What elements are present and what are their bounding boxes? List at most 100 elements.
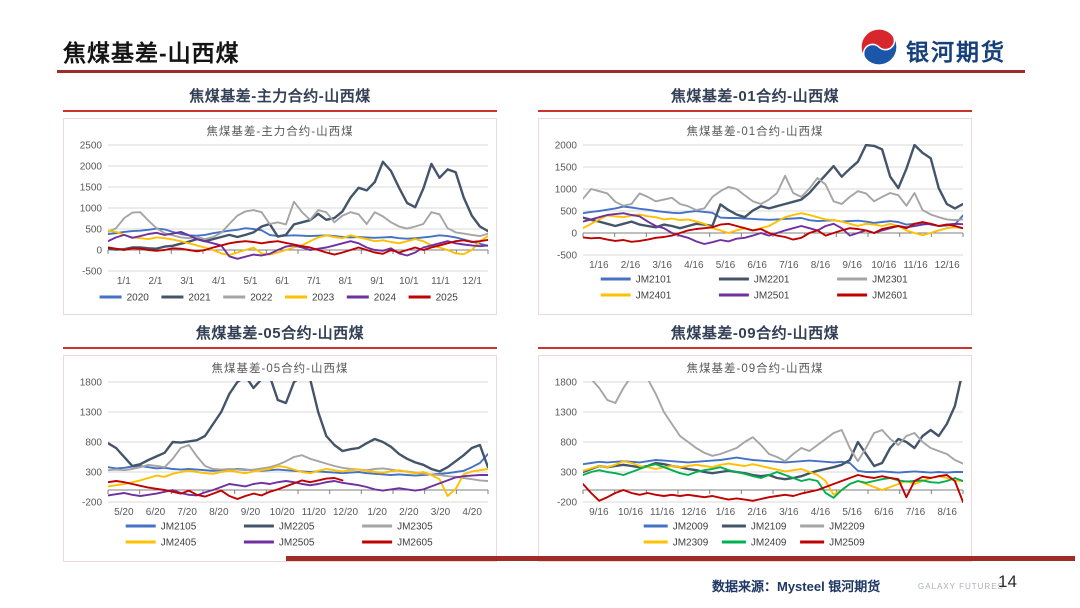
y-tick-label: 300 [560,468,577,479]
chart-svg: 焦煤基差-09合约-山西煤 -200 300 800 1300 1800 9/16 10/16… [555,361,964,549]
x-tick-label: 1/16 [589,260,609,271]
legend-label-JM2309: JM2309 [673,538,709,549]
x-tick-label: 3/1 [180,276,194,287]
y-tick-label: -500 [82,267,102,278]
legend-label-JM2601: JM2601 [872,291,908,302]
panel-title-underline [63,347,497,349]
panel-title: 焦煤基差-主力合约-山西煤 [189,88,371,105]
title-underline [57,70,1025,73]
x-tick-label: 2/20 [399,507,419,518]
x-tick-label: 9/1 [370,276,384,287]
x-tick-label: 2/1 [149,276,163,287]
y-tick-label: -200 [82,498,102,509]
legend-label-JM2509: JM2509 [829,538,865,549]
y-tick-label: 1300 [555,408,578,419]
x-tick-label: 2/16 [621,260,641,271]
x-tick-label: 7/16 [779,260,799,271]
footer-accent-bar [286,556,1075,561]
y-tick-label: 2000 [80,162,103,173]
chart-inner-title: 焦煤基差-05合约-山西煤 [212,361,349,375]
x-tick-label: 11/1 [431,276,450,287]
y-tick-label: 800 [560,438,577,449]
logo-text: 银河期货 [906,38,1006,65]
series-line-JM2305 [108,444,488,482]
x-tick-label: 4/16 [684,260,704,271]
x-tick-label: 1/20 [367,507,387,518]
legend-label-JM2109: JM2109 [751,522,787,533]
series-line-2025 [108,238,488,256]
brand-wordmark: GALAXY FUTURES [918,582,1004,591]
legend-label-JM2101: JM2101 [636,275,672,286]
chart-panel-09: 焦煤基差-09合约-山西煤 焦煤基差-09合约-山西煤 -200 300 800 130… [538,323,972,562]
galaxy-swirl-icon [860,28,898,71]
company-logo: 银河期货 [860,28,1006,71]
legend-label-JM2605: JM2605 [397,538,433,549]
panel-title: 焦煤基差-01合约-山西煤 [670,88,840,105]
x-tick-label: 10/1 [399,276,419,287]
y-tick-label: 1000 [80,204,103,215]
series-line-JM2505 [108,474,488,497]
chart-canvas-09: 焦煤基差-09合约-山西煤 -200 300 800 1300 1800 9/16 10/16… [538,355,972,562]
y-tick-label: 0 [96,246,102,257]
legend-label-JM2301: JM2301 [872,275,908,286]
legend-label-JM2205: JM2205 [279,522,315,533]
x-tick-label: 12/1 [462,276,482,287]
panel-title: 焦煤基差-09合约-山西煤 [670,325,840,342]
panel-title-underline [63,110,497,112]
page-title: 焦煤基差-山西煤 [63,40,240,66]
x-tick-label: 2/16 [747,507,767,518]
y-tick-label: 800 [85,438,102,449]
y-tick-label: 1300 [80,408,103,419]
series-line-JM2101 [583,205,963,227]
series-line-JM2509 [583,474,963,503]
x-tick-label: 4/1 [212,276,226,287]
chart-inner-title: 焦煤基差-主力合约-山西煤 [206,124,353,138]
data-source-label: 数据来源：Mysteel 银河期货 [712,579,881,594]
legend-label-JM2201: JM2201 [754,275,790,286]
x-tick-label: 3/20 [431,507,451,518]
x-tick-label: 11/20 [302,507,327,518]
chart-panel-01: 焦煤基差-01合约-山西煤 焦煤基差-01合约-山西煤 -500 0 500 1000 1… [538,86,972,315]
x-tick-label: 8/1 [339,276,353,287]
x-tick-label: 7/1 [307,276,321,287]
series-line-JM2009 [583,456,963,474]
chart-svg: 焦煤基差-主力合约-山西煤 -500 0 500 1000 1500 2000 2500 1/1… [80,124,489,304]
x-tick-label: 8/20 [209,507,229,518]
series-line-JM2601 [583,221,963,243]
x-tick-label: 11/16 [903,260,928,271]
legend-label-JM2105: JM2105 [161,522,197,533]
x-tick-label: 4/16 [811,507,831,518]
y-tick-label: 1800 [80,378,103,389]
x-tick-label: 3/16 [652,260,672,271]
chart-canvas-01: 焦煤基差-01合约-山西煤 -500 0 500 1000 1500 2000 1/16 2/1… [538,118,972,315]
chart-panel-05: 焦煤基差-05合约-山西煤 焦煤基差-05合约-山西煤 -200 300 800 130… [63,323,497,562]
x-tick-label: 1/1 [117,276,131,287]
x-tick-label: 9/16 [842,260,862,271]
chart-inner-title: 焦煤基差-09合约-山西煤 [687,361,824,375]
chart-svg: 焦煤基差-05合约-山西煤 -200 300 800 1300 1800 5/20 6/20 7… [80,361,489,549]
legend-label-JM2405: JM2405 [161,538,197,549]
x-tick-label: 7/20 [177,507,197,518]
y-tick-label: 1800 [555,378,578,389]
x-tick-label: 6/16 [874,507,894,518]
x-tick-label: 11/16 [650,507,675,518]
panel-title-underline [538,110,972,112]
x-tick-label: 5/16 [842,507,862,518]
series-line-JM2301 [583,174,963,222]
x-tick-label: 9/20 [241,507,261,518]
x-tick-label: 5/1 [244,276,258,287]
y-tick-label: 300 [85,468,102,479]
x-tick-label: 5/16 [716,260,736,271]
x-tick-label: 12/16 [681,507,706,518]
y-tick-label: 2500 [80,141,103,152]
y-tick-label: 500 [85,225,102,236]
chart-canvas-05: 焦煤基差-05合约-山西煤 -200 300 800 1300 1800 5/20 6/20 7… [63,355,497,562]
page-number: 14 [998,572,1017,591]
legend-label-JM2209: JM2209 [829,522,865,533]
y-tick-label: -500 [557,251,577,262]
x-tick-label: 12/16 [935,260,960,271]
legend-label-JM2505: JM2505 [279,538,315,549]
series-line-2020 [108,227,488,247]
legend-label-2023: 2023 [312,293,335,304]
y-tick-label: -200 [557,498,577,509]
